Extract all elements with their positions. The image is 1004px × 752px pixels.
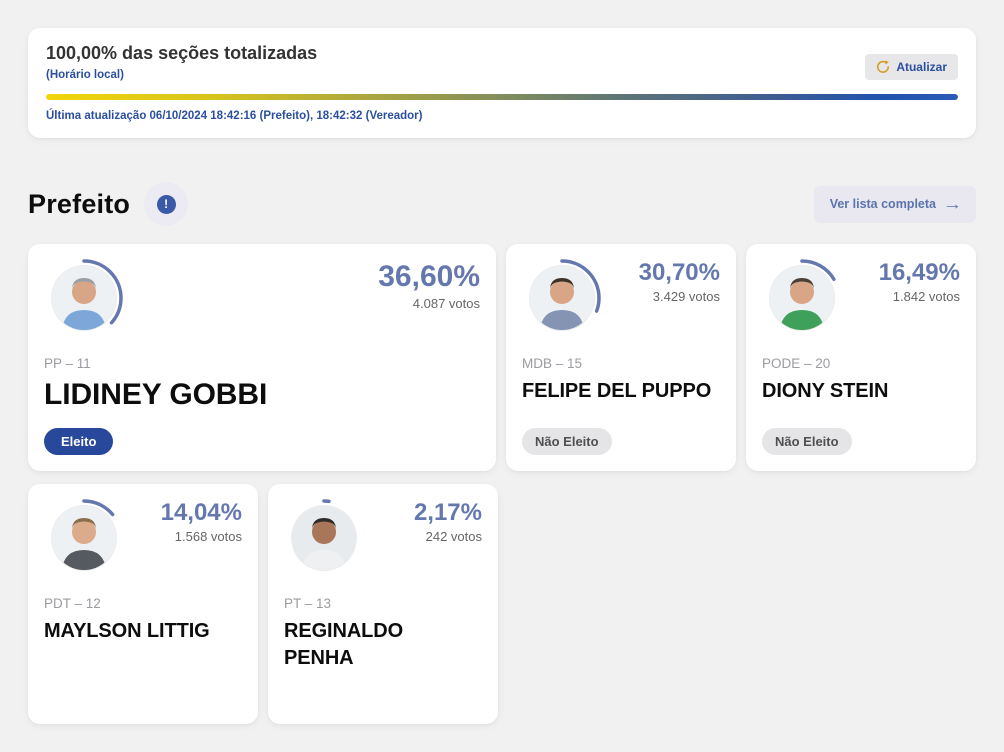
vote-percentage: 36,60%	[378, 260, 480, 293]
vote-progress-ring	[523, 259, 601, 337]
page-title: Prefeito	[28, 188, 131, 219]
candidate-name: DIONY STEIN	[762, 380, 889, 402]
party-number: PODE – 20	[762, 356, 831, 371]
vote-numbers: 14,04% 1.568 votos	[161, 498, 242, 544]
vote-numbers: 16,49% 1.842 votos	[879, 258, 960, 304]
vote-numbers: 2,17% 242 votos	[414, 498, 482, 544]
arrow-right-icon: →	[942, 195, 963, 213]
vote-count: 1.568 votos	[174, 529, 242, 545]
status-badge: Não Eleito	[522, 428, 612, 455]
vote-progress-ring	[285, 499, 363, 577]
section-header: Prefeito ! Ver lista completa →	[28, 182, 976, 226]
candidate-name: LIDINEY GOBBI	[44, 378, 268, 411]
candidate-card-lidiney-gobbi[interactable]: 36,60% 4.087 votos PP – 11 LIDINEY GOBBI…	[28, 244, 496, 471]
vote-count: 242 votos	[425, 529, 482, 545]
vote-percentage: 2,17%	[413, 499, 482, 526]
candidate-name: MAYLSON LITTIG	[44, 620, 210, 642]
party-number: PT – 13	[284, 596, 332, 611]
vote-progress-ring	[45, 499, 123, 577]
avatar	[44, 498, 124, 578]
vote-percentage: 16,49%	[878, 259, 960, 286]
avatar	[762, 258, 842, 338]
avatar	[44, 258, 124, 338]
status-badge: Eleito	[44, 428, 114, 455]
vote-progress-ring	[763, 259, 841, 337]
refresh-button[interactable]: Atualizar	[865, 54, 958, 80]
vote-numbers: 36,60% 4.087 votos	[378, 258, 480, 311]
candidate-card-diony-stein[interactable]: 16,49% 1.842 votos PODE – 20 DIONY STEIN…	[746, 244, 976, 471]
candidate-photo	[52, 506, 116, 570]
info-button[interactable]: !	[144, 182, 189, 226]
candidate-cards: 36,60% 4.087 votos PP – 11 LIDINEY GOBBI…	[28, 244, 976, 724]
timezone-note: (Horário local)	[46, 69, 124, 81]
status-badge: Não Eleito	[762, 428, 852, 455]
card-top: 2,17% 242 votos	[284, 498, 482, 578]
vote-numbers: 30,70% 3.429 votos	[639, 258, 720, 304]
refresh-button-label: Atualizar	[896, 60, 947, 74]
last-update-text: Última atualização 06/10/2024 18:42:16 (…	[46, 110, 423, 122]
candidate-card-reginaldo-penha[interactable]: 2,17% 242 votos PT – 13 REGINALDO PENHA	[268, 484, 498, 724]
vote-count: 3.429 votos	[652, 289, 720, 305]
card-top: 30,70% 3.429 votos	[522, 258, 720, 338]
avatar	[522, 258, 602, 338]
vote-count: 4.087 votos	[412, 296, 480, 311]
candidate-photo	[292, 506, 356, 570]
candidate-card-felipe-del-puppo[interactable]: 30,70% 3.429 votos MDB – 15 FELIPE DEL P…	[506, 244, 736, 471]
candidate-name: REGINALDO PENHA	[284, 620, 404, 669]
avatar	[284, 498, 364, 578]
card-top: 16,49% 1.842 votos	[762, 258, 960, 338]
vote-percentage: 14,04%	[160, 499, 242, 526]
card-top: 14,04% 1.568 votos	[44, 498, 242, 578]
info-icon: !	[156, 194, 176, 214]
candidate-photo	[770, 266, 834, 330]
party-number: PP – 11	[44, 356, 91, 371]
candidate-photo	[530, 266, 594, 330]
totalization-progress-fill	[46, 94, 958, 100]
candidate-photo	[52, 266, 116, 330]
totalization-title: 100,00% das seções totalizadas	[46, 43, 318, 63]
card-top: 36,60% 4.087 votos	[44, 258, 480, 338]
totalization-progress-bar	[46, 94, 958, 100]
totalization-card: 100,00% das seções totalizadas (Horário …	[28, 28, 976, 138]
vote-progress-ring	[45, 259, 123, 337]
refresh-icon	[876, 60, 890, 74]
view-full-list-label: Ver lista completa	[829, 197, 936, 211]
section-title-wrap: Prefeito !	[28, 182, 189, 226]
candidate-name: FELIPE DEL PUPPO	[522, 380, 712, 402]
vote-percentage: 30,70%	[638, 259, 720, 286]
vote-count: 1.842 votos	[892, 289, 960, 305]
party-number: PDT – 12	[44, 596, 101, 611]
candidate-card-maylson-littig[interactable]: 14,04% 1.568 votos PDT – 12 MAYLSON LITT…	[28, 484, 258, 724]
party-number: MDB – 15	[522, 356, 583, 371]
view-full-list-button[interactable]: Ver lista completa →	[813, 185, 976, 223]
